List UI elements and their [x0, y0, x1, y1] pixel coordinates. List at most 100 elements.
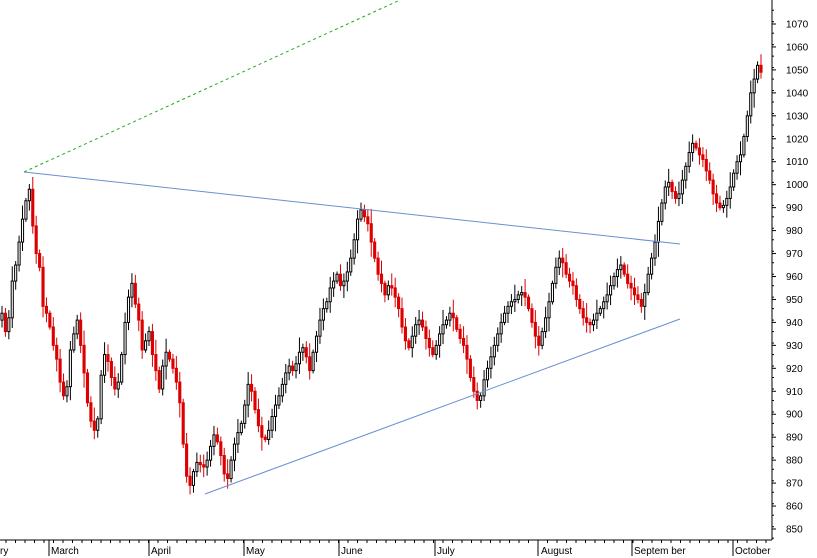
candle-up — [656, 220, 660, 243]
candle-down — [250, 383, 254, 392]
candle-up — [591, 319, 596, 326]
candle-down — [171, 358, 175, 369]
y-tick-label-1010: 1010 — [786, 157, 809, 168]
candle-down — [468, 358, 472, 378]
candle-down — [629, 282, 633, 289]
candle-down — [198, 461, 202, 466]
candle-up — [735, 161, 739, 174]
candle-down — [588, 321, 592, 326]
candle-up — [99, 374, 103, 420]
y-tick-label-910: 910 — [786, 387, 803, 398]
candle-up — [332, 280, 336, 289]
candle-down — [51, 326, 55, 346]
candle-up — [161, 365, 165, 390]
month-label-july: July — [437, 546, 455, 557]
candle-up — [441, 324, 445, 335]
candle-down — [526, 296, 531, 310]
candle-up — [691, 142, 695, 154]
y-tick-label-990: 990 — [786, 203, 803, 214]
green-projection-line — [23, 0, 401, 173]
candle-down — [140, 319, 144, 351]
y-tick-label-890: 890 — [786, 433, 803, 444]
candle-down — [31, 188, 35, 227]
candle-up — [144, 340, 148, 351]
candle-up — [356, 218, 360, 241]
candle-down — [202, 464, 206, 468]
candle-up — [602, 301, 606, 310]
trendlines — [23, 0, 681, 495]
candle-up — [318, 319, 322, 337]
candle-down — [397, 296, 401, 310]
candle-down — [639, 298, 643, 307]
candle-up — [270, 416, 274, 431]
candle-up — [236, 432, 240, 445]
candle-down — [133, 282, 137, 305]
candle-down — [581, 308, 585, 319]
y-tick-label-870: 870 — [786, 479, 803, 490]
candle-up — [732, 172, 736, 188]
candle-up — [667, 181, 671, 188]
candle-down — [256, 409, 260, 427]
candle-down — [673, 191, 678, 199]
candle-up — [605, 294, 609, 303]
candle-down — [369, 223, 373, 243]
candle-down — [458, 328, 462, 339]
candle-up — [609, 285, 613, 296]
candle-up — [273, 404, 278, 418]
candle-down — [260, 425, 264, 438]
candle-down — [574, 285, 578, 300]
candle-down — [427, 337, 431, 349]
candle-up — [612, 276, 616, 287]
candle-down — [632, 287, 637, 296]
y-tick-label-1070: 1070 — [786, 20, 809, 31]
candle-up — [496, 333, 500, 346]
candle-down — [564, 262, 568, 275]
candle-up — [287, 365, 291, 374]
candle-up — [335, 273, 339, 282]
candle-up — [728, 186, 732, 199]
y-axis-ticks: 850 860 870 880 890 900 910 920 930 940 950 960 970 9… — [772, 9, 809, 539]
candle-down — [704, 158, 708, 172]
candle-down — [55, 344, 59, 360]
price-plot-area — [0, 0, 763, 495]
candle-down — [109, 360, 113, 379]
candle-down — [571, 280, 575, 287]
candle-down — [455, 317, 459, 330]
candle-down — [219, 441, 223, 457]
candle-up — [444, 319, 449, 326]
y-axis: 850 860 870 880 890 900 910 920 930 940 950 960 970 9… — [771, 0, 809, 540]
candle-up — [540, 331, 544, 346]
candle-up — [749, 92, 753, 117]
candle-up — [756, 64, 760, 80]
candle-up — [195, 461, 199, 473]
candle-up — [499, 321, 503, 335]
candle-up — [120, 354, 124, 383]
candle-down — [373, 241, 377, 259]
candle-up — [547, 301, 551, 319]
candle-up — [126, 296, 131, 323]
candle-up — [10, 280, 14, 319]
candle-up — [239, 422, 243, 434]
candle-down — [263, 436, 267, 440]
candle-down — [407, 340, 411, 349]
candle-up — [660, 202, 664, 222]
candle-down — [38, 253, 42, 268]
candle-up — [301, 347, 305, 353]
candle-down — [694, 142, 698, 149]
candle-down — [759, 64, 763, 73]
candle-up — [745, 115, 749, 137]
candle-down — [670, 181, 674, 193]
candle-up — [311, 351, 315, 372]
candle-down — [461, 337, 466, 346]
month-label-june: June — [341, 546, 363, 557]
candle-up — [650, 257, 654, 275]
candle-up — [246, 383, 250, 406]
month-separators — [48, 540, 734, 556]
candle-up — [595, 312, 599, 321]
candle-up — [212, 434, 216, 447]
candle-up — [96, 418, 100, 431]
candle-up — [280, 383, 284, 397]
candle-down — [82, 344, 86, 374]
candle-down — [537, 335, 541, 346]
x-axis-minor-ticks — [5, 540, 767, 543]
